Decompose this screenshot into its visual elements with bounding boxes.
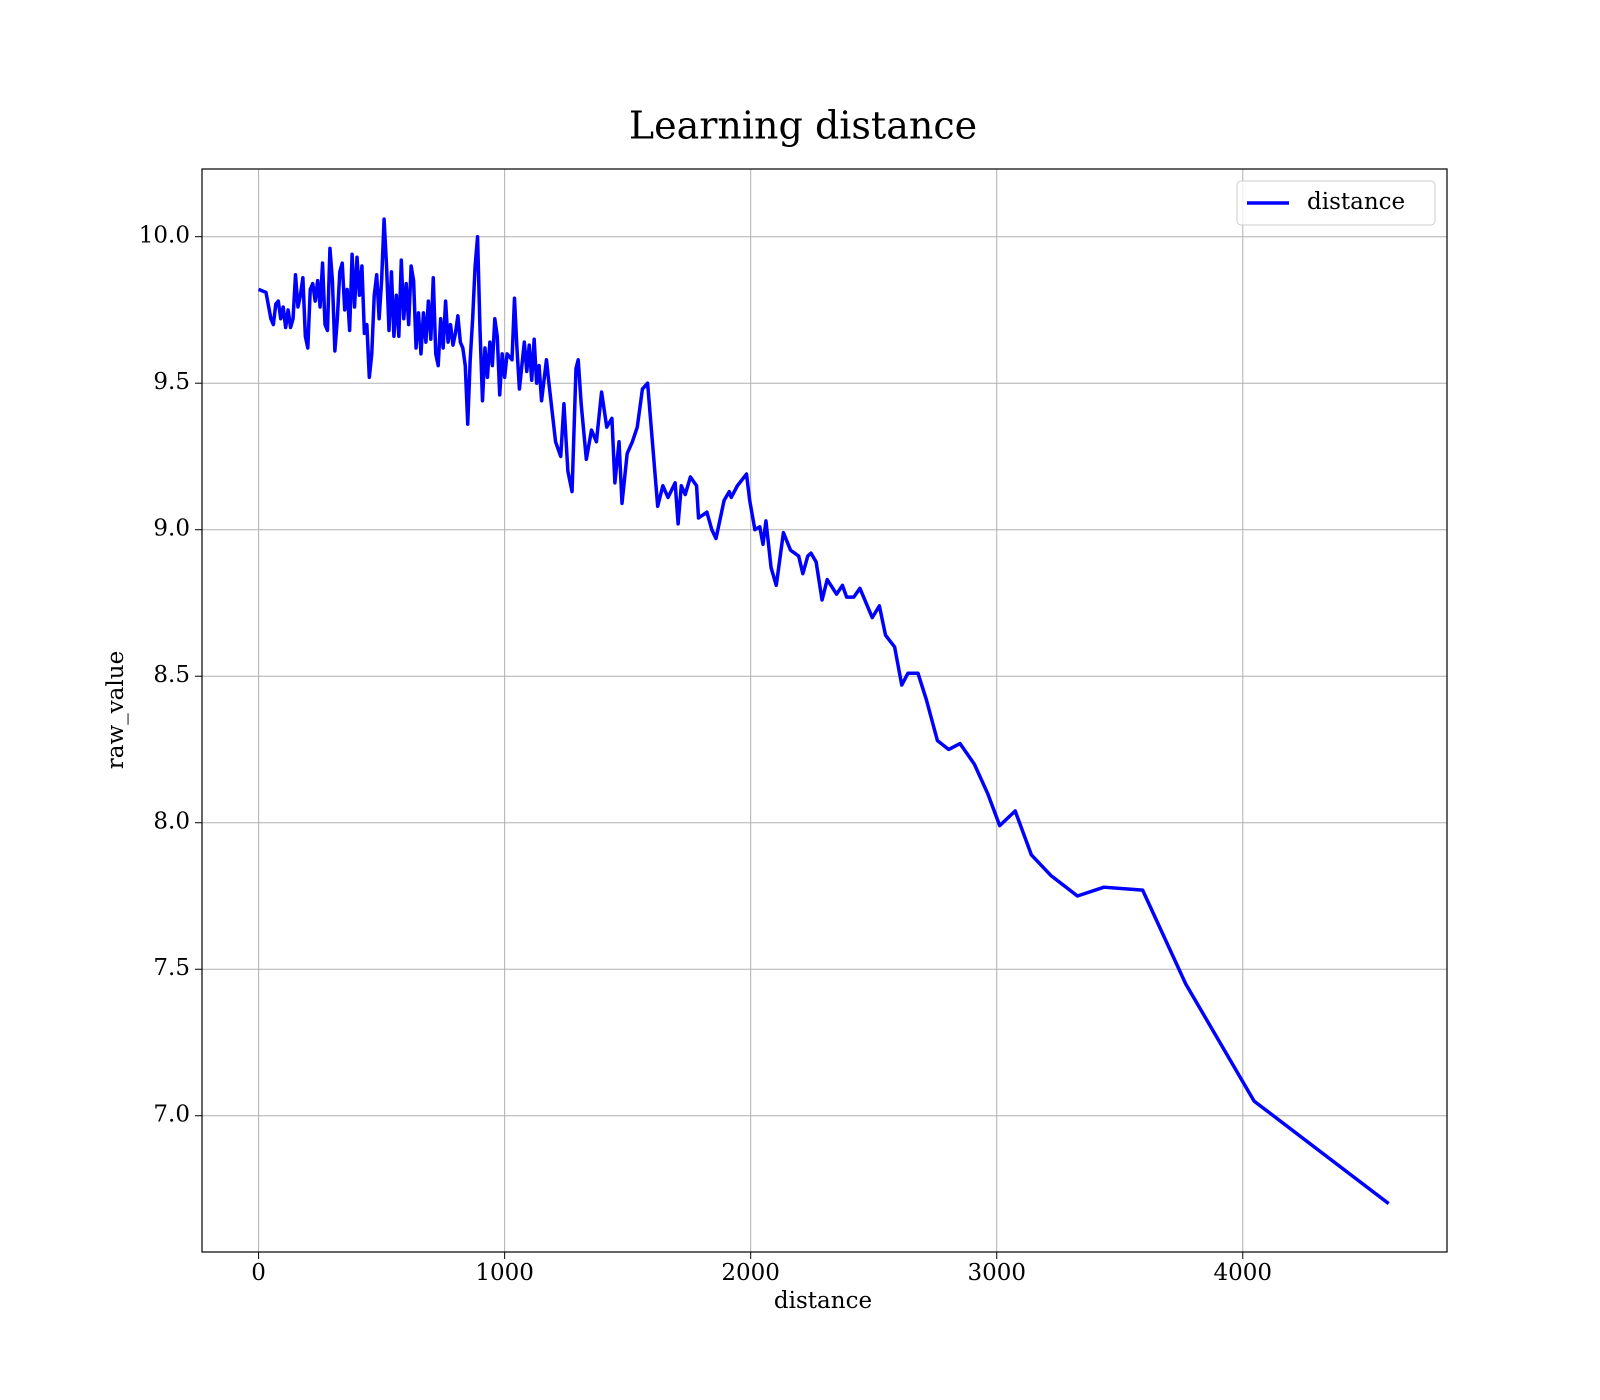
chart-title: Learning distance: [629, 104, 977, 148]
x-axis-label: distance: [774, 1288, 872, 1314]
y-tick-label: 10.0: [139, 223, 190, 249]
x-tick-label: 0: [251, 1260, 266, 1286]
plot-frame: [201, 168, 1448, 1253]
y-axis-label: raw_value: [103, 651, 129, 769]
y-tick-label: 9.0: [153, 516, 190, 542]
x-tick-label: 2000: [721, 1260, 780, 1286]
y-tick-label: 7.5: [153, 955, 190, 981]
y-tick-label: 7.0: [153, 1102, 190, 1128]
legend-label: distance: [1307, 189, 1405, 215]
line-series: [257, 217, 1390, 1206]
y-tick-label: 8.0: [153, 809, 190, 835]
y-tick-label: 9.5: [153, 369, 190, 395]
legend-box: [1236, 180, 1436, 226]
x-tick-label: 4000: [1214, 1260, 1273, 1286]
y-tick-label: 8.5: [153, 662, 190, 688]
x-tick-label: 3000: [967, 1260, 1026, 1286]
x-tick-label: 1000: [475, 1260, 534, 1286]
